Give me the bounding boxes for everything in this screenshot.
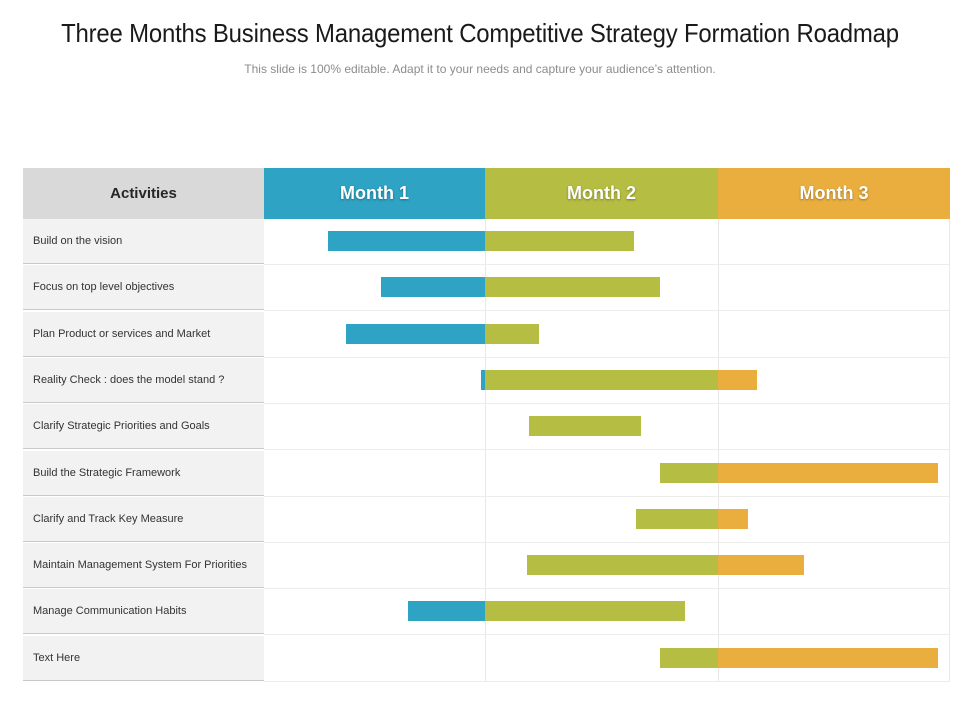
timeline-bar-month-2 [485,601,686,622]
timeline-bar-month-1 [480,369,485,390]
timeline-bar-month-2 [659,647,718,668]
row-divider [264,356,950,358]
month-1-header: Month 1 [264,168,485,219]
slide-title: Three Months Business Management Competi… [61,18,899,48]
month-divider [485,219,486,682]
activity-label: Text Here [23,635,264,681]
activity-label: Build the Strategic Framework [23,450,264,496]
timeline-bar-month-1 [345,323,485,344]
timeline-bar-month-1 [407,601,485,622]
timeline-bar-month-2 [526,555,718,576]
row-divider [264,495,950,497]
row-divider [264,264,950,265]
month-2-header: Month 2 [485,168,718,219]
slide-subtitle: This slide is 100% editable. Adapt it to… [244,62,716,76]
activities-header: Activities [23,168,264,219]
activity-row: Clarify Strategic Priorities and Goals [23,404,950,451]
timeline-bar-month-3 [718,369,758,390]
month-3-header: Month 3 [718,168,950,219]
timeline-bar-month-2 [485,277,660,298]
timeline-bar-month-1 [328,231,485,251]
timeline-bar-month-2 [636,508,718,529]
month-divider [949,219,950,682]
timeline-bar-month-3 [718,555,804,576]
timeline-bar-month-2 [485,231,635,251]
timeline-bar-month-3 [718,647,939,668]
activity-label: Reality Check : does the model stand ? [23,357,264,403]
activity-row: Maintain Management System For Prioritie… [23,543,950,590]
row-divider [264,310,950,312]
row-divider [264,402,950,404]
row-divider [264,634,950,636]
activity-label: Maintain Management System For Prioritie… [23,543,264,589]
activity-row: Build the Strategic Framework [23,450,950,497]
activity-label: Plan Product or services and Market [23,311,264,357]
row-divider [264,449,950,451]
month-divider [718,219,719,682]
activity-label: Manage Communication Habits [23,589,264,635]
activity-row: Focus on top level objectives [23,265,950,312]
row-divider [264,680,950,682]
row-divider [264,541,950,543]
activity-row: Reality Check : does the model stand ? [23,357,950,404]
timeline-bar-month-2 [485,369,718,390]
activity-row: Text Here [23,635,950,682]
activity-row: Clarify and Track Key Measure [23,496,950,543]
activity-row: Build on the vision [23,219,950,265]
timeline-bar-month-1 [381,277,485,298]
activity-label: Focus on top level objectives [23,265,264,311]
roadmap-table: Activities Month 1 Month 2 Month 3 Build… [23,168,950,682]
timeline-bar-month-2 [529,416,642,437]
timeline-bar-month-2 [659,462,718,483]
activity-label: Clarify Strategic Priorities and Goals [23,404,264,450]
activity-label: Build on the vision [23,219,264,264]
activity-row: Plan Product or services and Market [23,311,950,358]
row-divider [264,588,950,590]
activity-label: Clarify and Track Key Measure [23,496,264,542]
timeline-bar-month-2 [485,323,539,344]
timeline-bar-month-3 [718,462,939,483]
activity-row: Manage Communication Habits [23,589,950,636]
timeline-bar-month-3 [718,508,749,529]
